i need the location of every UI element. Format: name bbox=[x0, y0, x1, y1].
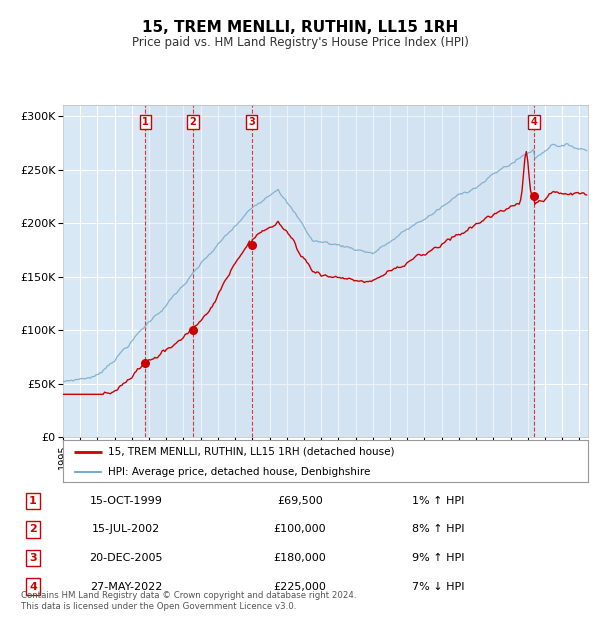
Text: 7% ↓ HPI: 7% ↓ HPI bbox=[412, 582, 464, 591]
Bar bbox=[193, 105, 251, 437]
Text: 2: 2 bbox=[190, 117, 196, 127]
Text: 3: 3 bbox=[29, 553, 37, 563]
Text: 4: 4 bbox=[531, 117, 538, 127]
Bar bbox=[145, 105, 193, 437]
Text: 8% ↑ HPI: 8% ↑ HPI bbox=[412, 525, 464, 534]
Text: 1% ↑ HPI: 1% ↑ HPI bbox=[412, 496, 464, 506]
Text: 2: 2 bbox=[29, 525, 37, 534]
Text: 15-JUL-2002: 15-JUL-2002 bbox=[92, 525, 160, 534]
Text: 3: 3 bbox=[248, 117, 255, 127]
Text: 9% ↑ HPI: 9% ↑ HPI bbox=[412, 553, 464, 563]
Text: Price paid vs. HM Land Registry's House Price Index (HPI): Price paid vs. HM Land Registry's House … bbox=[131, 36, 469, 49]
Bar bbox=[251, 105, 534, 437]
Text: 1: 1 bbox=[142, 117, 149, 127]
Text: £100,000: £100,000 bbox=[274, 525, 326, 534]
Text: 4: 4 bbox=[29, 582, 37, 591]
Text: 1: 1 bbox=[29, 496, 37, 506]
Text: 15-OCT-1999: 15-OCT-1999 bbox=[89, 496, 163, 506]
Text: £225,000: £225,000 bbox=[274, 582, 326, 591]
Text: Contains HM Land Registry data © Crown copyright and database right 2024.
This d: Contains HM Land Registry data © Crown c… bbox=[21, 591, 356, 611]
Text: 20-DEC-2005: 20-DEC-2005 bbox=[89, 553, 163, 563]
Text: £69,500: £69,500 bbox=[277, 496, 323, 506]
Text: HPI: Average price, detached house, Denbighshire: HPI: Average price, detached house, Denb… bbox=[107, 467, 370, 477]
Text: 15, TREM MENLLI, RUTHIN, LL15 1RH (detached house): 15, TREM MENLLI, RUTHIN, LL15 1RH (detac… bbox=[107, 446, 394, 456]
Text: 15, TREM MENLLI, RUTHIN, LL15 1RH: 15, TREM MENLLI, RUTHIN, LL15 1RH bbox=[142, 20, 458, 35]
Text: £180,000: £180,000 bbox=[274, 553, 326, 563]
Text: 27-MAY-2022: 27-MAY-2022 bbox=[90, 582, 162, 591]
